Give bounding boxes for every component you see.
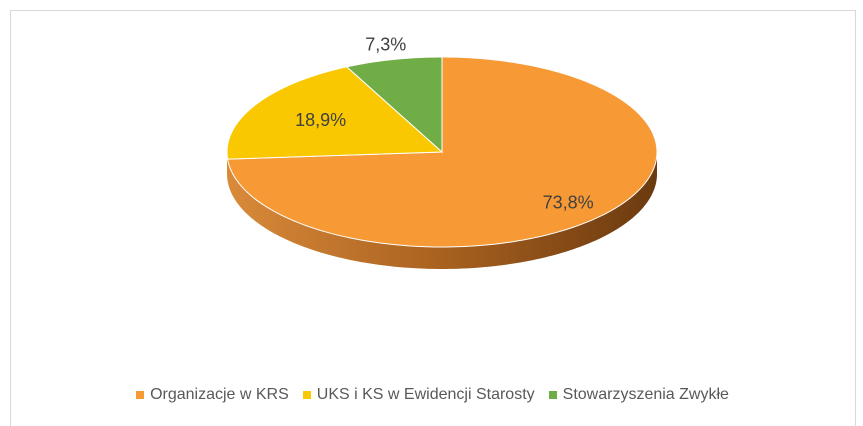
- legend-swatch: [548, 391, 557, 399]
- legend-item: UKS i KS w Ewidencji Starosty: [302, 386, 535, 404]
- data-label: 7,3%: [365, 34, 406, 54]
- slice-side: [227, 152, 658, 269]
- legend-item: Stowarzyszenia Zwykłe: [548, 386, 729, 404]
- legend: Organizacje w KRS UKS i KS w Ewidencji St…: [10, 386, 855, 404]
- data-label: 18,9%: [295, 110, 346, 130]
- slice: [345, 56, 443, 154]
- legend-swatch: [302, 391, 311, 399]
- legend-label: UKS i KS w Ewidencji Starosty: [316, 386, 535, 403]
- legend-swatch: [136, 391, 145, 399]
- legend-label: Stowarzyszenia Zwykłe: [562, 386, 729, 403]
- chart-border: [10, 10, 856, 426]
- legend-item: Organizacje w KRS: [136, 386, 289, 404]
- slice: [226, 66, 444, 160]
- legend-label: Organizacje w KRS: [150, 386, 289, 403]
- data-label: 73,8%: [543, 192, 594, 212]
